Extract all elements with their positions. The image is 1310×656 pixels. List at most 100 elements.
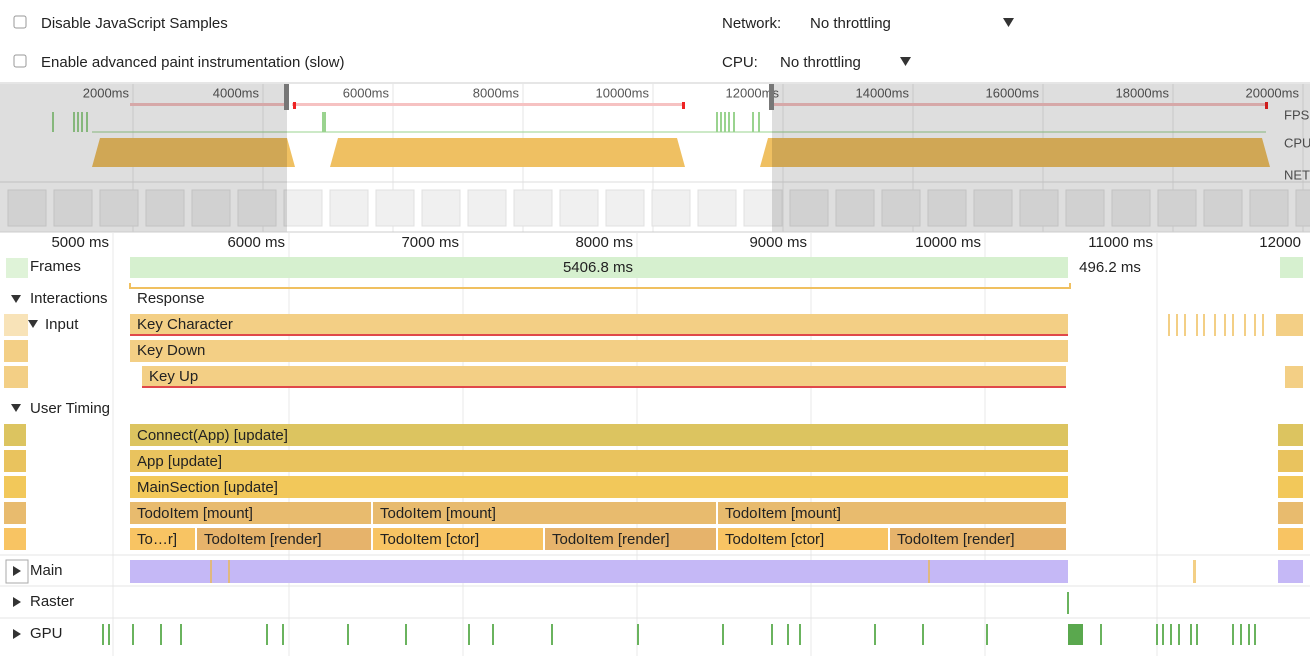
- timing-label: TodoItem [mount]: [137, 505, 253, 522]
- checkbox-label[interactable]: Enable advanced paint instrumentation (s…: [41, 54, 345, 71]
- expand-triangle[interactable]: [11, 404, 21, 412]
- screenshot-thumb: [513, 189, 553, 227]
- frame-duration: 496.2 ms: [1079, 259, 1141, 276]
- timing-bar: [130, 424, 1068, 446]
- checkbox[interactable]: [13, 54, 27, 68]
- network-select[interactable]: No throttling: [810, 15, 891, 32]
- event-label: Key Down: [137, 342, 205, 359]
- gpu-task: [874, 624, 876, 645]
- expand-triangle[interactable]: [28, 320, 38, 328]
- input-right: [1276, 314, 1303, 336]
- frames-left: [6, 258, 28, 278]
- gpu-task: [468, 624, 470, 645]
- screenshot-thumb: [99, 189, 139, 227]
- timing-right: [1278, 502, 1303, 524]
- time-tick-label: 5000 ms: [51, 234, 109, 251]
- thread-label[interactable]: GPU: [30, 625, 63, 642]
- thread-label[interactable]: Raster: [30, 593, 74, 610]
- event-tick: [1262, 314, 1264, 336]
- track-label: Input: [45, 316, 79, 333]
- event-tick: [1224, 314, 1226, 336]
- selection-handle[interactable]: [769, 84, 774, 110]
- selection-handle[interactable]: [284, 84, 289, 110]
- main-task: [928, 560, 930, 583]
- fps-tick: [86, 112, 88, 132]
- expand-triangle[interactable]: [13, 566, 21, 576]
- timing-label: TodoItem [render]: [204, 531, 322, 548]
- screenshot-thumb: [467, 189, 507, 227]
- track-header: User Timing: [30, 400, 110, 417]
- screenshot-thumb: [927, 189, 967, 227]
- timing-bar: [130, 476, 1068, 498]
- thread-label[interactable]: Main: [30, 562, 63, 579]
- expand-triangle[interactable]: [13, 629, 21, 639]
- gpu-task: [160, 624, 162, 645]
- timing-bar: [373, 502, 716, 524]
- gpu-task: [405, 624, 407, 645]
- screenshot-thumb: [1065, 189, 1105, 227]
- marker: [293, 102, 296, 109]
- event-tick: [1244, 314, 1246, 336]
- event-tick: [1184, 314, 1186, 336]
- screenshot-thumb: [283, 189, 323, 227]
- screenshot-thumb: [329, 189, 369, 227]
- fps-tick: [77, 112, 79, 132]
- timing-label: To…r]: [137, 531, 177, 548]
- gpu-task: [108, 624, 110, 645]
- cpu-area: [760, 138, 1270, 167]
- track-label: FPS: [1284, 107, 1310, 122]
- input-left: [4, 340, 28, 362]
- screenshot-thumb: [7, 189, 47, 227]
- time-tick-label: 11000 ms: [1088, 234, 1153, 251]
- main-bar: [1278, 560, 1303, 583]
- expand-triangle[interactable]: [13, 597, 21, 607]
- gpu-task: [492, 624, 494, 645]
- screenshot-thumb: [697, 189, 737, 227]
- input-event: [130, 314, 1068, 336]
- timing-left: [4, 476, 26, 498]
- dropdown-arrow: [900, 57, 911, 66]
- event-tick: [1203, 314, 1205, 336]
- timing-bar: [197, 528, 371, 550]
- overview-tick-label: 10000ms: [596, 85, 650, 100]
- overview-tick-label: 2000ms: [83, 85, 130, 100]
- overview-tick-label: 14000ms: [856, 85, 910, 100]
- gpu-task: [180, 624, 182, 645]
- timing-bar: [545, 528, 716, 550]
- timing-right: [1278, 424, 1303, 446]
- gpu-task: [1190, 624, 1192, 645]
- timing-label: App [update]: [137, 453, 222, 470]
- input-left: [4, 314, 28, 336]
- timing-bar: [373, 528, 543, 550]
- event-tick: [1196, 314, 1198, 336]
- gpu-task: [551, 624, 553, 645]
- cpu-area: [330, 138, 685, 167]
- expand-triangle[interactable]: [11, 295, 21, 303]
- timing-label: TodoItem [render]: [897, 531, 1015, 548]
- screenshot-thumb: [53, 189, 93, 227]
- overview-tick-label: 8000ms: [473, 85, 520, 100]
- column-label: Response: [137, 290, 205, 307]
- gpu-task: [1232, 624, 1234, 645]
- checkbox-label[interactable]: Disable JavaScript Samples: [41, 15, 228, 32]
- time-tick-label: 7000 ms: [401, 234, 459, 251]
- frame-range: [292, 103, 683, 106]
- raster-task: [1067, 592, 1069, 614]
- fps-tick: [322, 112, 324, 132]
- gpu-task: [1156, 624, 1158, 645]
- main-task: [210, 560, 212, 583]
- screenshot-thumb: [237, 189, 277, 227]
- cpu-select[interactable]: No throttling: [780, 54, 861, 71]
- main-bar: [130, 560, 1068, 583]
- input-event: [130, 340, 1068, 362]
- dropdown-arrow: [1003, 18, 1014, 27]
- gpu-task: [986, 624, 988, 645]
- screenshot-thumb: [835, 189, 875, 227]
- input-right: [1285, 366, 1303, 388]
- checkbox[interactable]: [13, 15, 27, 29]
- event-label: Key Character: [137, 316, 233, 333]
- event-tick: [1176, 314, 1178, 336]
- gpu-task: [722, 624, 724, 645]
- fps-tick: [81, 112, 83, 132]
- event-tick: [1168, 314, 1170, 336]
